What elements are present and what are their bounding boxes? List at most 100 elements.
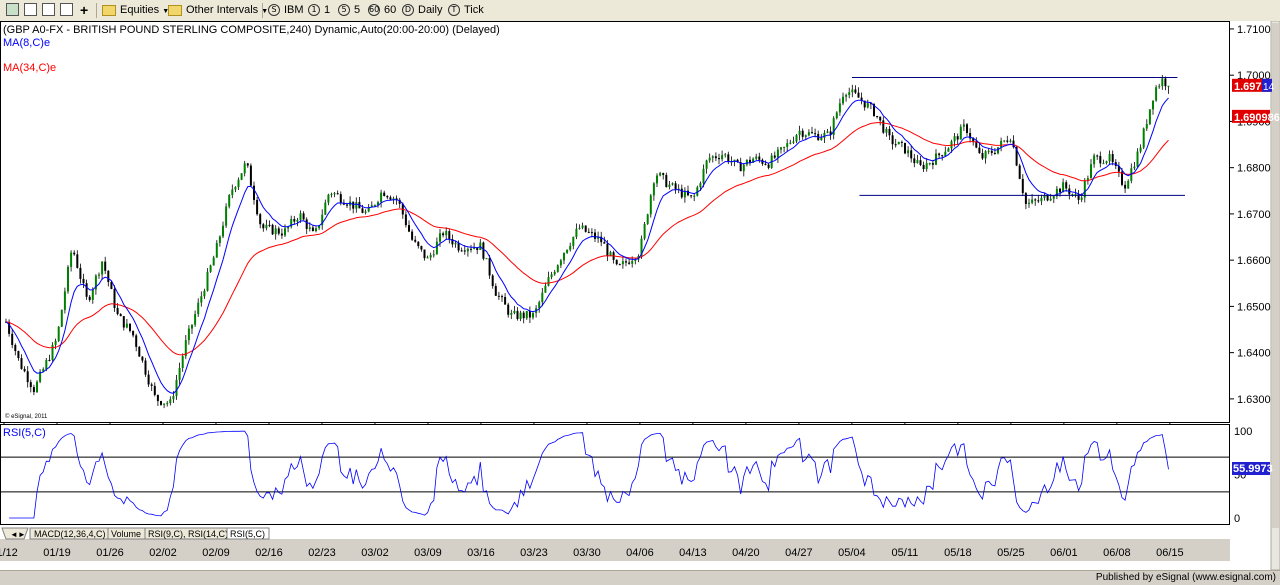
candle-body	[773, 155, 776, 158]
scrollbar-thumb[interactable]	[1272, 23, 1279, 528]
date-axis-label: 03/02	[361, 547, 389, 559]
candle-body	[851, 89, 854, 93]
interval-button-tick[interactable]: T Tick	[448, 2, 484, 18]
candle-body	[11, 333, 14, 345]
properties-icon[interactable]	[42, 3, 55, 16]
tab-rsi-9-14-label: RSI(9,C), RSI(14,C)	[148, 529, 228, 539]
date-axis-label: 05/25	[997, 547, 1025, 559]
candle-body	[497, 295, 500, 297]
candle-body	[842, 96, 844, 104]
candle-body	[265, 224, 268, 229]
candle-body	[1059, 188, 1061, 193]
candle-body	[826, 131, 829, 133]
price-pane[interactable]	[0, 21, 1230, 423]
candle-body	[104, 261, 107, 271]
candle-body	[91, 289, 94, 300]
price-axis-label: 1.7100	[1237, 24, 1271, 36]
other-intervals-menu[interactable]: Other Intervals ▼	[168, 2, 268, 18]
candle-body	[228, 195, 231, 207]
date-axis-label: 05/11	[892, 547, 919, 559]
candle-body	[246, 163, 249, 166]
candle-body	[166, 403, 169, 405]
candle-body	[1071, 194, 1074, 196]
candle-body	[383, 192, 386, 196]
date-axis-label: 06/15	[1156, 547, 1184, 559]
chart-svg[interactable]: 1.6300 1.6400 1.6500 1.6600 1.6700 1.6800 1.69…	[0, 20, 1280, 571]
rsi-label[interactable]: RSI(5,C)	[3, 427, 46, 439]
toolbar-separator	[262, 3, 263, 18]
candle-body	[944, 151, 947, 156]
candle-body	[482, 242, 485, 259]
candle-body	[594, 232, 596, 239]
candle-body	[885, 128, 888, 133]
add-icon[interactable]: +	[80, 2, 89, 18]
candle-body	[352, 201, 355, 209]
price-axis-label: 1.6800	[1237, 163, 1271, 175]
candle-body	[184, 340, 187, 357]
candle-body	[705, 160, 708, 169]
interval-button-daily[interactable]: D Daily	[402, 2, 442, 18]
candle-body	[1043, 195, 1046, 198]
price-axis-label: 1.6700	[1237, 209, 1271, 221]
candle-body	[590, 232, 593, 234]
candle-body	[29, 382, 32, 388]
candle-body	[253, 185, 255, 200]
candle-body	[187, 328, 190, 341]
candle-body	[882, 120, 885, 133]
candle-body	[1161, 78, 1164, 87]
candle-body	[119, 314, 122, 317]
candle-body	[966, 124, 968, 133]
candle-body	[411, 231, 414, 240]
candle-body	[513, 310, 516, 314]
candle-body	[395, 198, 398, 200]
candle-body	[32, 387, 35, 393]
candle-body	[488, 258, 491, 276]
candle-body	[113, 289, 116, 308]
candle-body	[1148, 109, 1151, 125]
candle-body	[621, 261, 624, 265]
tab-rsi-5[interactable]	[226, 527, 270, 540]
candle-body	[727, 154, 730, 162]
candle-body	[993, 152, 996, 154]
candle-body	[860, 97, 863, 101]
date-axis-label: 04/13	[679, 547, 707, 559]
chart-icon[interactable]	[6, 3, 19, 16]
candle-body	[662, 173, 665, 175]
candle-body	[1028, 202, 1030, 204]
candle-body	[975, 141, 978, 148]
candle-body	[969, 132, 972, 139]
date-axis-label: 03/30	[573, 547, 601, 559]
axis-layer: 1.6300 1.6400 1.6500 1.6600 1.6700 1.6800 1.69…	[0, 24, 1271, 559]
ma-fast-label[interactable]: MA(8,C)e	[3, 37, 50, 49]
candle-body	[693, 195, 696, 197]
ma-slow-label[interactable]: MA(34,C)e	[3, 62, 56, 74]
price-axis-label: 1.6400	[1237, 348, 1271, 360]
candle-body	[225, 206, 228, 226]
candle-body	[473, 247, 476, 249]
candle-body	[1052, 196, 1055, 199]
chart-area[interactable]: 1.6300 1.6400 1.6500 1.6600 1.6700 1.6800 1.69…	[0, 20, 1280, 571]
candle-body	[8, 321, 11, 334]
candle-body	[36, 381, 38, 393]
interval-button-ibm[interactable]: S IBM	[268, 2, 304, 18]
tab-nav-left[interactable]	[1, 527, 29, 540]
candle-body	[978, 147, 981, 154]
grid-icon[interactable]	[24, 3, 37, 16]
candle-body	[1006, 140, 1009, 142]
folder-icon	[102, 4, 116, 16]
chart-settings-icon[interactable]	[60, 3, 73, 16]
date-axis-label: 05/18	[944, 547, 972, 559]
ma-layer	[5, 97, 1169, 394]
candle-body	[522, 312, 525, 319]
rsi-pane[interactable]	[0, 424, 1230, 525]
candle-body	[628, 262, 631, 264]
candle-body	[550, 274, 553, 278]
interval-button-60[interactable]: 60 60	[368, 2, 396, 18]
candle-body	[553, 271, 556, 275]
equities-menu[interactable]: Equities ▼	[102, 2, 169, 18]
candle-body	[656, 175, 658, 184]
candle-body	[163, 403, 166, 405]
ma-slow-price-tag-text: 1.690986	[1234, 112, 1280, 124]
